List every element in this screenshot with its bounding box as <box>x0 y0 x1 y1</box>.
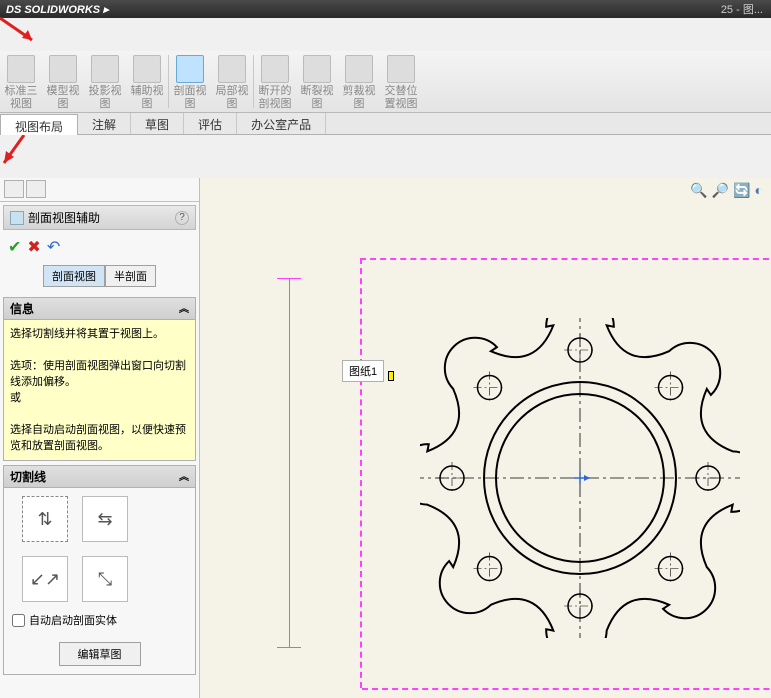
ribbon-2[interactable]: 投影视图 <box>84 51 126 112</box>
ribbon-1[interactable]: 模型视图 <box>42 51 84 112</box>
ribbon-5[interactable]: 局部视图 <box>211 51 253 112</box>
drawing-canvas[interactable]: 🔍 🔎 🔄 ◐ 图纸1 <box>200 178 771 698</box>
ok-button[interactable]: ✔ <box>8 237 21 257</box>
panel-title-bar: 剖面视图辅助 ? <box>3 205 196 230</box>
cutline-body: ⇅ ⇆ ↙↗ ⤡ 自动启动剖面实体 编辑草图 <box>3 488 196 675</box>
dimension-line <box>275 278 305 648</box>
display-icon[interactable]: ◐ <box>755 182 763 199</box>
ribbon-toolbar: 标准三视图模型视图投影视图辅助视图剖面视图局部视图断开的剖视图断裂视图剪裁视图交… <box>0 51 771 113</box>
confirm-row: ✔ ✖ ↶ <box>0 233 199 261</box>
ribbon-3[interactable]: 辅助视图 <box>126 51 168 112</box>
app-logo: DS SOLIDWORKS ▸ <box>6 3 109 16</box>
ribbon-7[interactable]: 断裂视图 <box>296 51 338 112</box>
info-section-header[interactable]: 信息︽ <box>3 297 196 320</box>
document-title: 25 - 图... <box>721 1 763 17</box>
flange-drawing <box>420 318 740 638</box>
panel-title-text: 剖面视图辅助 <box>28 209 100 226</box>
info-box: 选择切割线并将其置于视图上。 选项：使用剖面视图弹出窗口向切割线添加偏移。 或 … <box>3 320 196 461</box>
view-toolbar[interactable]: 🔍 🔎 🔄 ◐ <box>690 182 763 199</box>
section-view-icon <box>10 211 24 225</box>
ribbon-9[interactable]: 交替位置视图 <box>380 51 422 112</box>
tab-1[interactable]: 注解 <box>78 113 131 134</box>
cutline-option-aux[interactable]: ↙↗ <box>22 556 68 602</box>
undo-button[interactable]: ↶ <box>47 237 60 257</box>
edit-sketch-button[interactable]: 编辑草图 <box>59 642 141 666</box>
zoom-fit-icon[interactable]: 🔍 <box>690 182 707 199</box>
mode-btn-0[interactable]: 剖面视图 <box>43 265 105 287</box>
ribbon-8[interactable]: 剪裁视图 <box>338 51 380 112</box>
tab-2[interactable]: 草图 <box>131 113 184 134</box>
cutline-option-aligned[interactable]: ⤡ <box>82 556 128 602</box>
annotation-arrow-2 <box>0 135 771 178</box>
cutline-section-header[interactable]: 切割线︽ <box>3 465 196 488</box>
auto-start-checkbox[interactable]: 自动启动剖面实体 <box>12 612 187 628</box>
ribbon-6[interactable]: 断开的剖视图 <box>254 51 296 112</box>
rotate-icon[interactable]: 🔄 <box>733 182 750 199</box>
ribbon-4[interactable]: 剖面视图 <box>169 51 211 112</box>
annotation-arrow-1 <box>0 18 771 51</box>
property-panel: 剖面视图辅助 ? ✔ ✖ ↶ 剖面视图半剖面 信息︽ 选择切割线并将其置于视图上… <box>0 178 200 698</box>
cursor-indicator <box>388 371 394 381</box>
command-tabs: 视图布局注解草图评估办公室产品 <box>0 113 771 135</box>
tab-4[interactable]: 办公室产品 <box>237 113 326 134</box>
panel-tab-2[interactable] <box>26 180 46 198</box>
help-icon[interactable]: ? <box>175 211 189 225</box>
panel-tabs[interactable] <box>0 178 199 202</box>
zoom-area-icon[interactable]: 🔎 <box>712 182 729 199</box>
auto-start-input[interactable] <box>12 614 25 627</box>
ribbon-0[interactable]: 标准三视图 <box>0 51 42 112</box>
panel-tab-1[interactable] <box>4 180 24 198</box>
mode-buttons: 剖面视图半剖面 <box>0 261 199 295</box>
cancel-button[interactable]: ✖ <box>27 237 40 257</box>
tab-3[interactable]: 评估 <box>184 113 237 134</box>
mode-btn-1[interactable]: 半剖面 <box>105 265 156 287</box>
cutline-option-horizontal[interactable]: ⇆ <box>82 496 128 542</box>
cutline-option-vertical[interactable]: ⇅ <box>22 496 68 542</box>
title-bar: DS SOLIDWORKS ▸ 25 - 图... <box>0 0 771 18</box>
tab-0[interactable]: 视图布局 <box>0 114 78 135</box>
sheet-label[interactable]: 图纸1 <box>342 360 384 382</box>
